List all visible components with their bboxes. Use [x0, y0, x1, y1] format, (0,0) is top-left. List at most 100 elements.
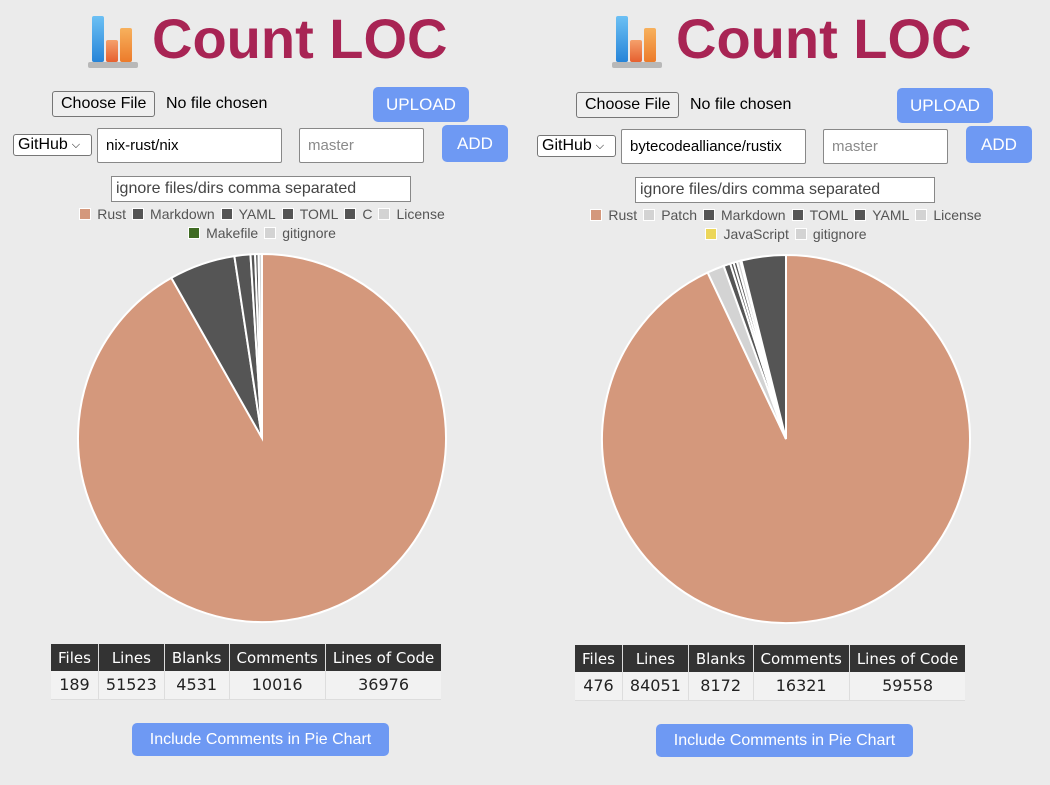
legend-swatch: [590, 209, 603, 221]
value-blanks: 8172: [688, 672, 754, 701]
branch-input[interactable]: master: [299, 128, 424, 163]
add-button[interactable]: ADD: [442, 125, 508, 162]
include-comments-button[interactable]: Include Comments in Pie Chart: [656, 724, 913, 757]
legend-row: JavaScript gitignore: [524, 225, 1048, 243]
pie-slice[interactable]: [257, 252, 263, 439]
page-title: Count LOC: [676, 7, 972, 70]
legend-swatch: [703, 209, 715, 221]
legend-label: License: [933, 207, 982, 223]
legend-label: gitignore: [282, 225, 336, 241]
branch-input[interactable]: master: [823, 129, 948, 164]
header-lines-of-code: Lines of Code: [849, 645, 966, 672]
source-select[interactable]: GitHub ⌵: [537, 135, 616, 157]
legend-item-toml[interactable]: TOML: [281, 206, 339, 222]
legend-label: Patch: [661, 207, 697, 223]
legend-item-rust[interactable]: Rust: [79, 206, 126, 222]
legend-row: Makefile gitignore: [0, 224, 524, 242]
legend-item-license[interactable]: License: [378, 206, 445, 222]
legend: Rust Patch Markdown TOML YAML License JavaScri…: [524, 206, 1048, 244]
value-lines: 84051: [622, 672, 689, 701]
no-file-label: No file chosen: [690, 96, 792, 113]
value-comments: 10016: [229, 671, 326, 700]
legend-label: TOML: [299, 206, 339, 222]
legend-item-c[interactable]: C: [344, 206, 372, 222]
legend-item-yaml[interactable]: YAML: [854, 207, 909, 223]
legend-swatch: [643, 209, 656, 221]
repo-input[interactable]: nix-rust/nix: [97, 128, 282, 163]
legend-swatch: [854, 209, 867, 221]
repo-input[interactable]: bytecodealliance/rustix: [621, 129, 806, 164]
header-comments: Comments: [753, 645, 850, 672]
legend-label: gitignore: [812, 226, 867, 242]
no-file-label: No file chosen: [166, 95, 268, 112]
legend-label: Markdown: [721, 207, 786, 223]
ignore-input[interactable]: ignore files/dirs comma separated: [635, 177, 935, 203]
legend-item-license[interactable]: License: [915, 207, 982, 223]
stats-value-row: 189 51523 4531 10016 36976: [51, 671, 442, 700]
legend-item-markdown[interactable]: Markdown: [132, 206, 215, 222]
ignore-input[interactable]: ignore files/dirs comma separated: [111, 176, 411, 202]
stats-header-row: Files Lines Blanks Comments Lines of Cod…: [51, 644, 442, 671]
source-select[interactable]: GitHub ⌵: [13, 134, 92, 156]
bar-chart-logo-icon: [610, 10, 664, 68]
legend-label: YAML: [872, 207, 910, 223]
add-button[interactable]: ADD: [966, 126, 1032, 163]
legend-item-toml[interactable]: TOML: [791, 207, 849, 223]
value-comments: 16321: [753, 672, 850, 701]
header-lines: Lines: [98, 644, 165, 671]
legend-label: Makefile: [206, 225, 259, 241]
value-files: 476: [575, 672, 623, 701]
header-blanks: Blanks: [688, 645, 754, 672]
header: Count LOC: [86, 8, 447, 70]
legend: Rust Markdown YAML TOML C License Makefile giti…: [0, 205, 524, 243]
stats-header-row: Files Lines Blanks Comments Lines of Cod…: [575, 645, 966, 672]
legend-item-javascript[interactable]: JavaScript: [705, 226, 789, 242]
choose-file-button[interactable]: Choose File: [52, 91, 156, 117]
legend-item-rust[interactable]: Rust: [590, 207, 637, 223]
legend-swatch: [79, 208, 92, 220]
legend-item-markdown[interactable]: Markdown: [703, 207, 786, 223]
legend-swatch: [188, 227, 201, 239]
legend-label: Markdown: [150, 206, 215, 222]
legend-item-patch[interactable]: Patch: [643, 207, 697, 223]
legend-swatch: [281, 208, 294, 220]
chevron-down-icon: ⌵: [595, 139, 605, 152]
legend-swatch: [344, 208, 357, 220]
upload-button[interactable]: UPLOAD: [897, 88, 993, 123]
legend-swatch: [378, 208, 391, 220]
legend-swatch: [705, 228, 718, 240]
legend-item-yaml[interactable]: YAML: [220, 206, 276, 222]
legend-row: Rust Patch Markdown TOML YAML License: [524, 206, 1048, 224]
legend-item-gitignore[interactable]: gitignore: [794, 226, 867, 242]
choose-file-button[interactable]: Choose File: [576, 92, 680, 118]
value-lines-of-code: 59558: [849, 672, 966, 701]
header-files: Files: [51, 644, 99, 671]
value-files: 189: [51, 671, 99, 700]
language-pie-chart: [601, 253, 971, 624]
legend-swatch: [220, 208, 233, 220]
language-pie-chart: [77, 252, 447, 623]
source-select-value: GitHub: [18, 136, 68, 153]
include-comments-button[interactable]: Include Comments in Pie Chart: [132, 723, 389, 756]
legend-item-makefile[interactable]: Makefile: [188, 225, 258, 241]
legend-swatch: [264, 227, 277, 239]
header-files: Files: [575, 645, 623, 672]
legend-swatch: [791, 209, 804, 221]
value-lines-of-code: 36976: [325, 671, 442, 700]
chevron-down-icon: ⌵: [71, 138, 81, 151]
pie-slice[interactable]: [740, 253, 787, 440]
legend-label: Rust: [608, 207, 638, 223]
legend-item-gitignore[interactable]: gitignore: [264, 225, 336, 241]
page-title: Count LOC: [152, 7, 448, 70]
upload-button[interactable]: UPLOAD: [373, 87, 469, 122]
header-lines: Lines: [622, 645, 689, 672]
legend-label: JavaScript: [723, 226, 789, 242]
legend-label: License: [396, 206, 445, 222]
stats-table: Files Lines Blanks Comments Lines of Cod…: [51, 644, 442, 700]
count-loc-panel-left: Count LOC Choose File No file chosen UPL…: [0, 0, 524, 785]
legend-label: TOML: [809, 207, 849, 223]
header-blanks: Blanks: [164, 644, 230, 671]
value-lines: 51523: [98, 671, 165, 700]
count-loc-panel-right: Count LOC Choose File No file chosen UPL…: [524, 0, 1048, 785]
stats-table: Files Lines Blanks Comments Lines of Cod…: [575, 645, 966, 701]
